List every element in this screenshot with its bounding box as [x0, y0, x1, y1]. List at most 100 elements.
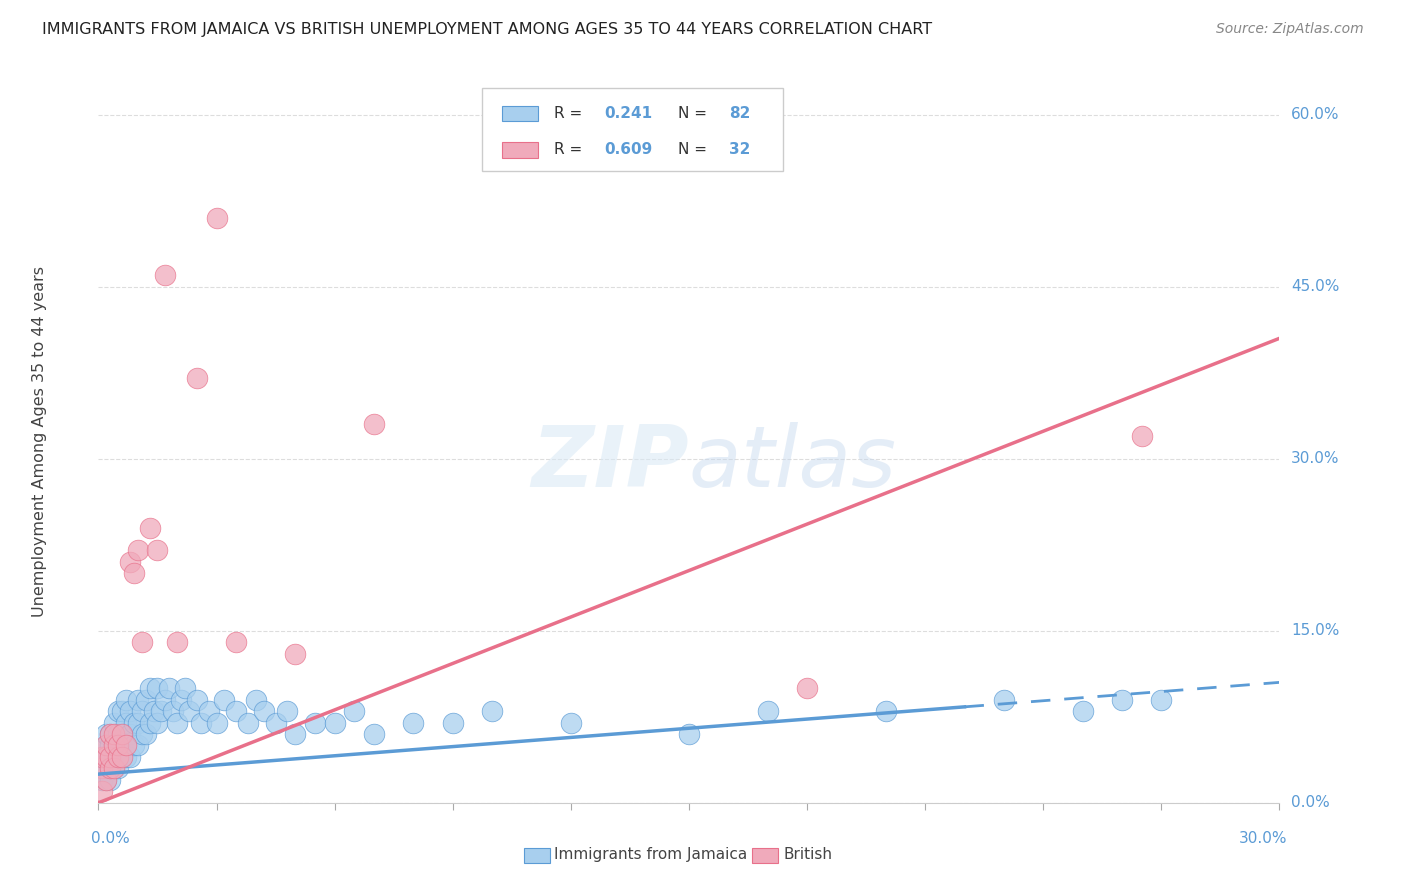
Point [107, 761, 129, 775]
Point [146, 681, 169, 695]
Text: ZIP: ZIP [531, 422, 689, 505]
Point [96, 739, 118, 753]
Point [98, 761, 121, 775]
Point [103, 727, 125, 741]
Point [96, 772, 118, 787]
Point [122, 566, 145, 581]
Point [190, 715, 212, 730]
Point [98, 727, 121, 741]
Point [96, 739, 118, 753]
Point [1150, 692, 1173, 706]
Point [107, 727, 129, 741]
Point [111, 739, 134, 753]
Text: R =: R = [554, 106, 588, 121]
Point [205, 211, 228, 225]
Point [98, 727, 121, 741]
Point [756, 704, 779, 718]
Point [284, 647, 307, 661]
Point [155, 268, 177, 283]
Point [142, 704, 165, 718]
Point [363, 727, 385, 741]
Point [118, 704, 141, 718]
Text: 30.0%: 30.0% [1291, 451, 1340, 467]
Point [131, 635, 153, 649]
Point [1130, 429, 1153, 443]
Text: R =: R = [554, 143, 588, 157]
Point [678, 727, 700, 741]
Point [107, 750, 129, 764]
Point [214, 692, 236, 706]
Point [127, 692, 149, 706]
Point [402, 715, 425, 730]
Point [146, 543, 169, 558]
Text: Source: ZipAtlas.com: Source: ZipAtlas.com [1216, 22, 1364, 37]
Point [146, 715, 169, 730]
Point [115, 692, 138, 706]
FancyBboxPatch shape [523, 847, 550, 863]
Text: 0.0%: 0.0% [90, 831, 129, 847]
Text: 0.241: 0.241 [605, 106, 652, 121]
Point [98, 739, 121, 753]
Point [170, 692, 193, 706]
Text: 82: 82 [730, 106, 751, 121]
Point [118, 727, 141, 741]
Point [166, 715, 188, 730]
Text: atlas: atlas [689, 422, 897, 505]
Text: Immigrants from Jamaica: Immigrants from Jamaica [554, 847, 748, 863]
Text: 0.609: 0.609 [605, 143, 652, 157]
Point [304, 715, 326, 730]
Text: 45.0%: 45.0% [1291, 279, 1340, 294]
Point [103, 739, 125, 753]
Point [111, 727, 134, 741]
Point [284, 727, 307, 741]
Point [157, 681, 180, 695]
Point [111, 750, 134, 764]
Text: 0.0%: 0.0% [1291, 796, 1330, 810]
FancyBboxPatch shape [502, 142, 537, 158]
Text: N =: N = [678, 106, 713, 121]
Point [205, 715, 228, 730]
Point [115, 750, 138, 764]
Point [796, 681, 818, 695]
Text: 60.0%: 60.0% [1291, 107, 1340, 122]
Point [186, 371, 208, 385]
Point [363, 417, 385, 432]
Point [236, 715, 259, 730]
FancyBboxPatch shape [482, 87, 783, 170]
Point [115, 739, 138, 753]
Text: Unemployment Among Ages 35 to 44 years: Unemployment Among Ages 35 to 44 years [32, 266, 46, 617]
Point [115, 715, 138, 730]
Point [118, 750, 141, 764]
Point [155, 692, 177, 706]
Point [103, 761, 125, 775]
Point [111, 750, 134, 764]
Text: N =: N = [678, 143, 713, 157]
Point [174, 681, 197, 695]
Point [96, 727, 118, 741]
Point [131, 727, 153, 741]
Point [107, 750, 129, 764]
Point [177, 704, 200, 718]
Point [115, 739, 138, 753]
Point [96, 750, 118, 764]
Point [127, 543, 149, 558]
Point [103, 715, 125, 730]
Point [264, 715, 287, 730]
Point [122, 715, 145, 730]
Point [138, 715, 160, 730]
Point [91, 761, 114, 775]
Point [98, 750, 121, 764]
Point [103, 761, 125, 775]
Point [96, 772, 118, 787]
Point [122, 739, 145, 753]
Point [127, 715, 149, 730]
Point [96, 750, 118, 764]
Point [91, 750, 114, 764]
Text: British: British [783, 847, 832, 863]
Point [245, 692, 267, 706]
Point [135, 727, 157, 741]
Point [107, 704, 129, 718]
Point [481, 704, 503, 718]
Point [166, 635, 188, 649]
Point [441, 715, 464, 730]
